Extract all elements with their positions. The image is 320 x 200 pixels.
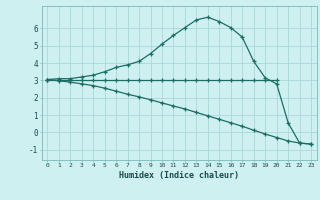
X-axis label: Humidex (Indice chaleur): Humidex (Indice chaleur) (119, 171, 239, 180)
